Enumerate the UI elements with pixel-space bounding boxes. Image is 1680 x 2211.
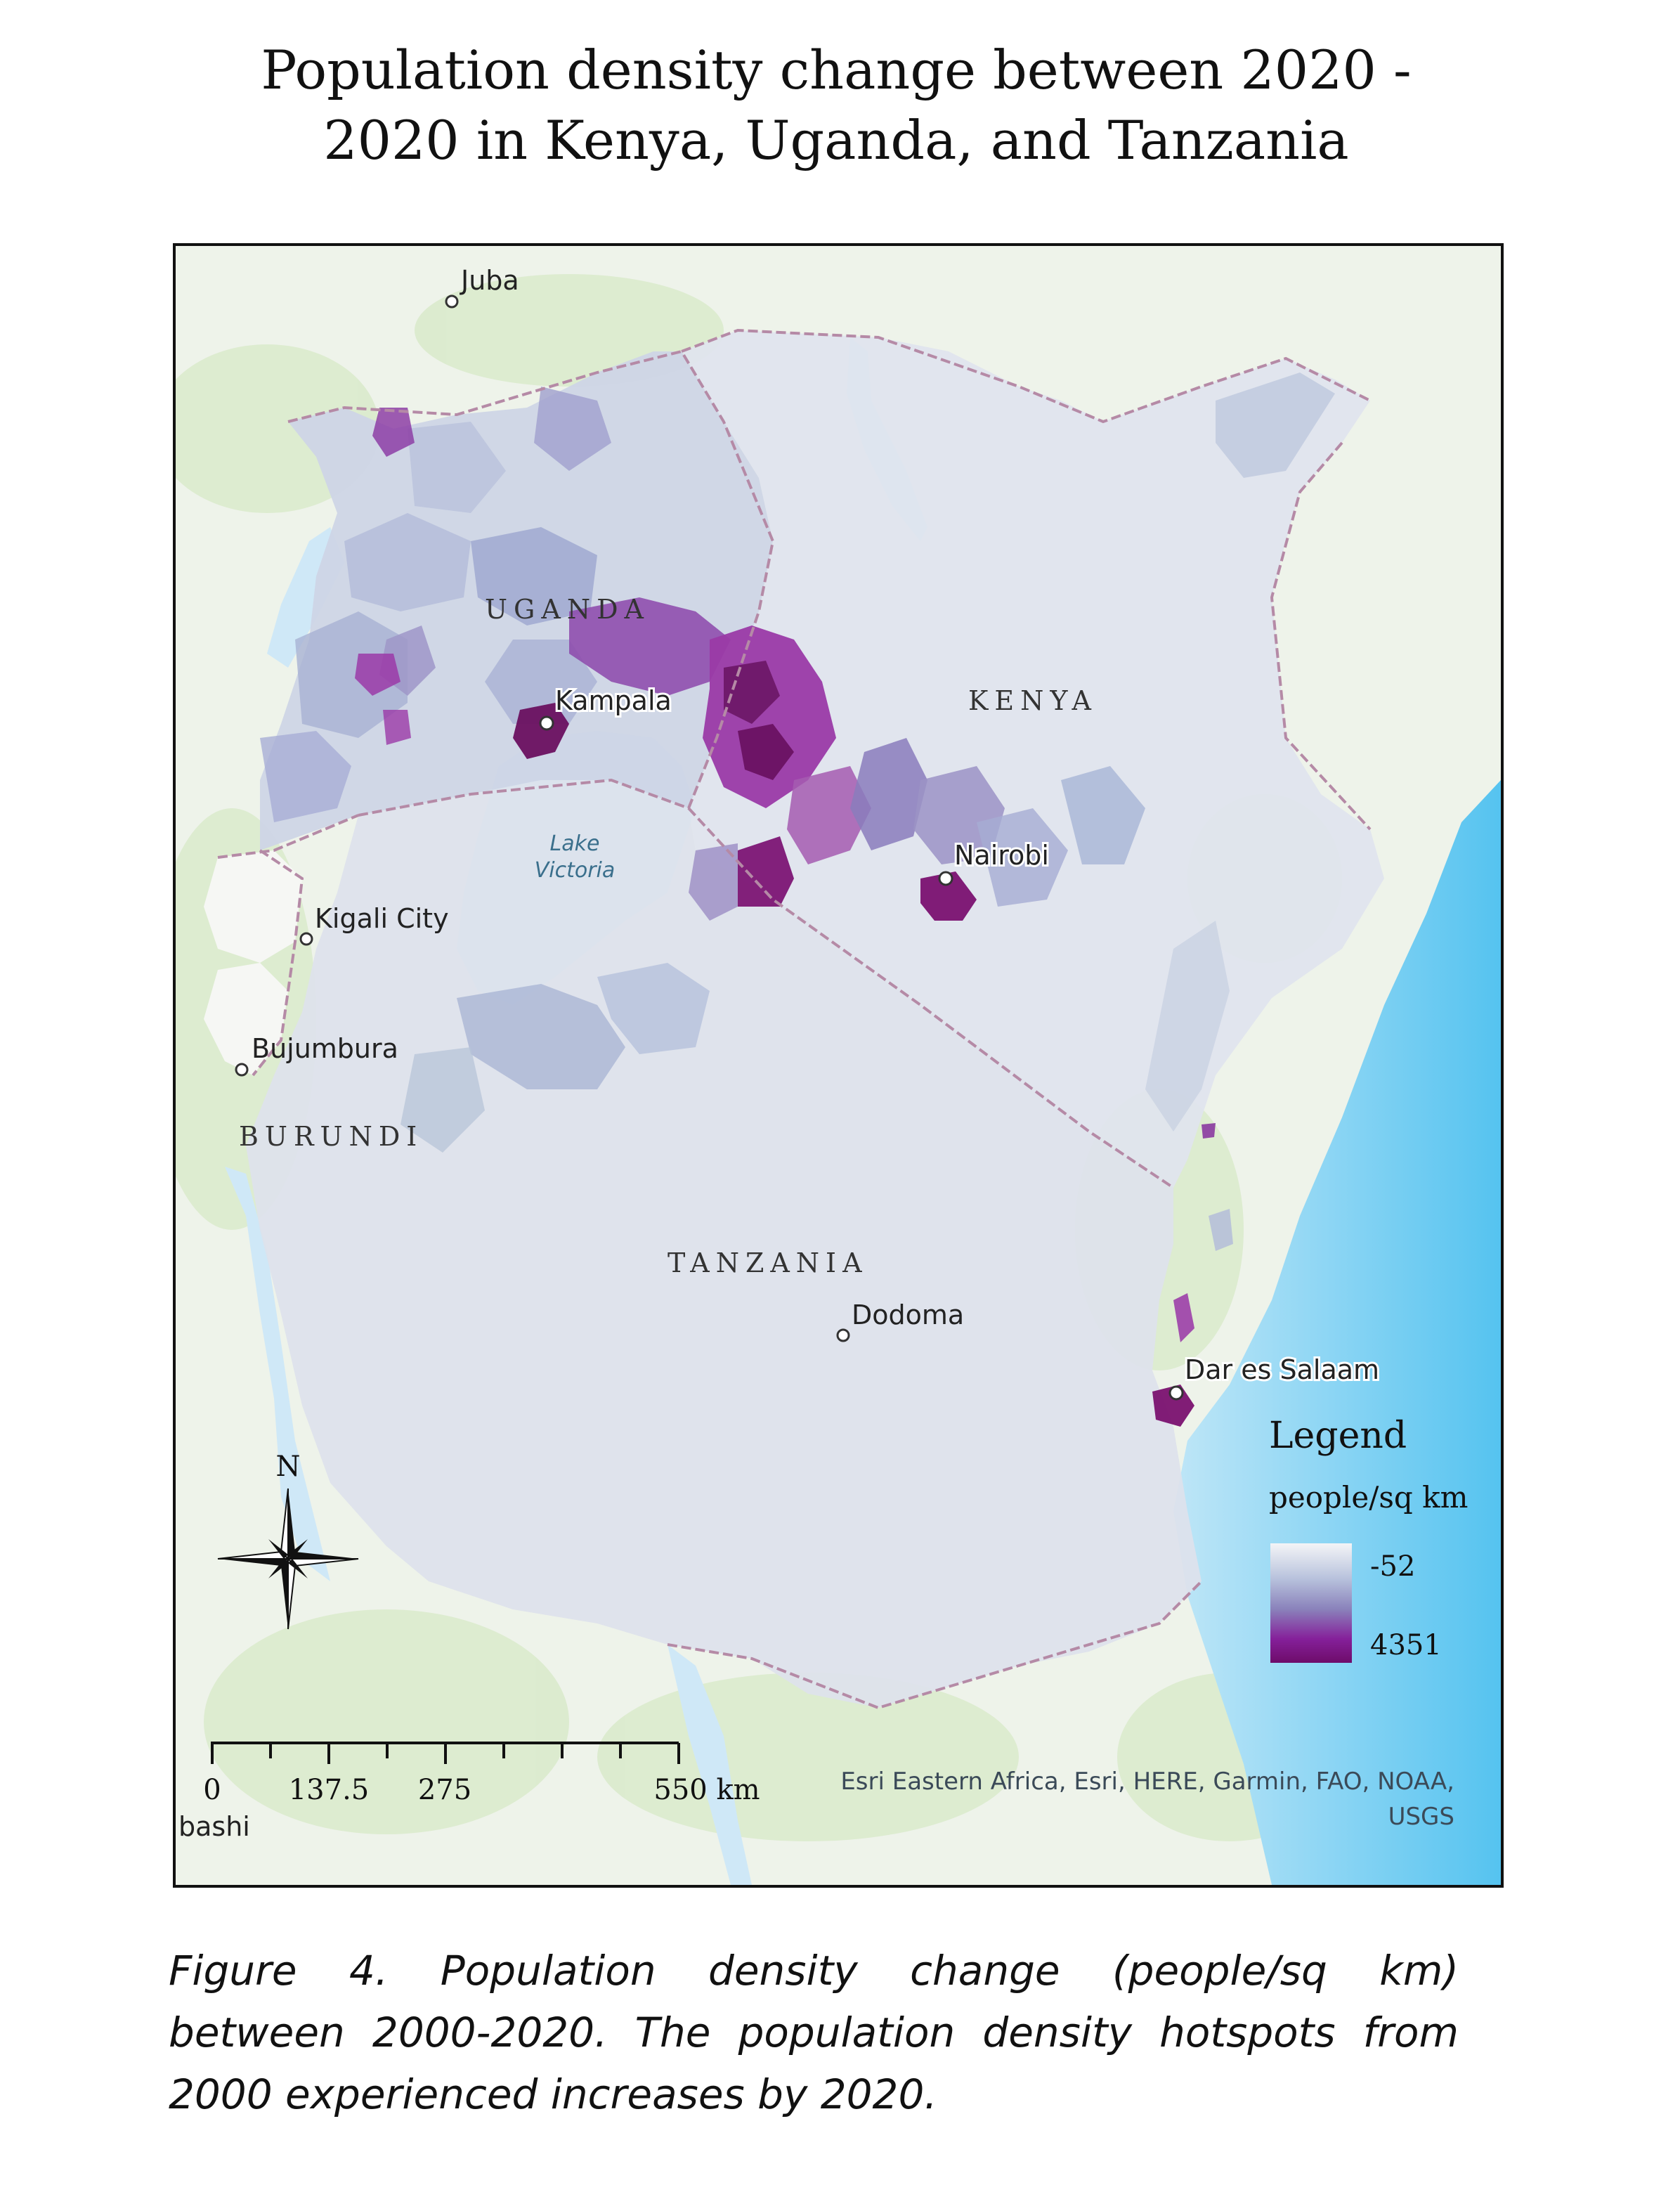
legend-min-label: -52 bbox=[1370, 1550, 1415, 1583]
burundi-region bbox=[204, 963, 288, 1075]
dodoma-marker[interactable] bbox=[836, 1328, 850, 1342]
city-label-juba: Juba bbox=[460, 265, 519, 296]
kampala-marker[interactable] bbox=[539, 715, 554, 731]
compass-rose-icon bbox=[217, 1488, 359, 1630]
lake-malawi bbox=[668, 1645, 752, 1885]
dar-es-salaam-marker[interactable] bbox=[1168, 1385, 1184, 1401]
scale-label-275: 275 bbox=[418, 1774, 471, 1806]
legend: Legend people/sq km -52 4351 bbox=[1269, 1415, 1468, 1663]
country-label-tanzania: TANZANIA bbox=[668, 1247, 868, 1278]
city-label-kigali: Kigali City bbox=[315, 903, 449, 934]
country-borders bbox=[217, 328, 1372, 1710]
city-markers bbox=[235, 294, 1184, 1401]
attribution-line-2: USGS bbox=[1388, 1803, 1454, 1831]
caption-line-3: 2000 experienced increases by 2020. bbox=[169, 2070, 937, 2118]
legend-unit: people/sq km bbox=[1269, 1480, 1468, 1515]
lake-tanganyika bbox=[225, 1167, 330, 1581]
figure-title: Population density change between 2020 -… bbox=[126, 35, 1546, 176]
scale-bar: 0 137.5 275 550 km bbox=[203, 1742, 760, 1806]
juba-marker[interactable] bbox=[445, 294, 459, 309]
rwanda-region bbox=[204, 850, 302, 963]
legend-title: Legend bbox=[1269, 1415, 1407, 1457]
city-label-dar-es-salaam: Dar es Salaam bbox=[1185, 1354, 1379, 1385]
density-cells bbox=[260, 372, 1335, 1427]
city-label-kampala: Kampala bbox=[555, 685, 672, 716]
lake-victoria-label-1: Lake bbox=[550, 831, 600, 856]
north-arrow-label: N bbox=[276, 1451, 301, 1483]
country-label-uganda: UGANDA bbox=[485, 594, 650, 625]
scale-label-137: 137.5 bbox=[289, 1774, 370, 1806]
scale-label-550: 550 km bbox=[653, 1774, 760, 1806]
edge-place-label: bashi bbox=[178, 1811, 250, 1842]
caption-line-1: Figure 4. Population density change (peo… bbox=[169, 1947, 1459, 1995]
title-line-2: 2020 in Kenya, Uganda, and Tanzania bbox=[323, 109, 1349, 171]
legend-max-label: 4351 bbox=[1370, 1629, 1442, 1661]
map-frame[interactable]: Legend people/sq km -52 4351 UGANDA KENY… bbox=[173, 243, 1504, 1888]
bujumbura-marker[interactable] bbox=[235, 1063, 249, 1077]
indian-ocean bbox=[1173, 780, 1501, 1885]
legend-color-ramp bbox=[1270, 1543, 1352, 1663]
city-label-dodoma: Dodoma bbox=[852, 1299, 964, 1330]
nairobi-marker[interactable] bbox=[938, 871, 953, 886]
scale-label-0: 0 bbox=[203, 1774, 221, 1806]
country-label-burundi: BURUNDI bbox=[239, 1121, 423, 1152]
title-line-1: Population density change between 2020 - bbox=[261, 39, 1412, 101]
attribution-line-1: Esri Eastern Africa, Esri, HERE, Garmin,… bbox=[840, 1768, 1454, 1796]
figure-caption: Figure 4. Population density change (peo… bbox=[169, 1940, 1459, 2125]
lake-victoria-label-2: Victoria bbox=[535, 858, 616, 883]
kigali-marker[interactable] bbox=[299, 932, 313, 946]
north-arrow: N bbox=[217, 1451, 359, 1630]
city-label-nairobi: Nairobi bbox=[954, 840, 1049, 871]
map-canvas[interactable]: Legend people/sq km -52 4351 UGANDA KENY… bbox=[176, 246, 1501, 1885]
country-label-kenya: KENYA bbox=[968, 685, 1098, 716]
scale-bar-ticks bbox=[211, 1743, 680, 1764]
city-label-bujumbura: Bujumbura bbox=[252, 1033, 398, 1064]
caption-line-2: between 2000-2020. The population densit… bbox=[169, 2009, 1459, 2056]
